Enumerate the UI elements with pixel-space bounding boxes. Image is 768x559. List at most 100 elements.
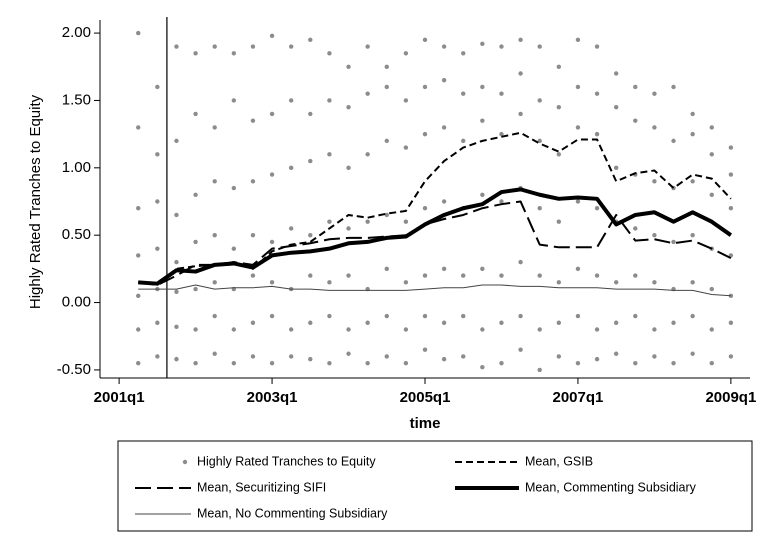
data-point <box>136 30 141 36</box>
data-point <box>652 125 657 130</box>
data-point <box>422 347 428 352</box>
data-point <box>518 347 523 352</box>
data-point <box>384 138 389 144</box>
data-point <box>308 232 313 238</box>
data-point <box>441 266 447 272</box>
data-point <box>728 293 734 299</box>
data-point <box>136 293 141 299</box>
data-point <box>327 152 332 157</box>
legend-label: Mean, No Commenting Subsidiary <box>197 506 388 520</box>
data-point <box>594 206 600 211</box>
data-point <box>212 313 217 319</box>
data-point <box>575 199 581 204</box>
data-point <box>136 360 141 366</box>
data-point <box>441 199 447 204</box>
data-point <box>403 280 409 285</box>
data-point <box>250 273 256 278</box>
data-point <box>480 84 485 90</box>
data-point <box>499 44 504 49</box>
data-point <box>193 192 198 197</box>
data-point <box>155 246 160 251</box>
data-point <box>422 37 428 43</box>
data-point <box>537 273 542 278</box>
data-point <box>690 232 695 238</box>
data-point <box>690 111 695 117</box>
data-point <box>155 354 160 359</box>
data-point <box>422 313 428 319</box>
y-tick-label: -0.50 <box>57 361 91 378</box>
data-point <box>308 37 313 43</box>
data-point <box>575 360 581 366</box>
data-point <box>327 360 332 366</box>
data-point <box>441 125 447 130</box>
data-point <box>518 313 523 319</box>
data-point <box>403 360 409 366</box>
data-point <box>174 44 179 49</box>
data-point <box>365 320 370 325</box>
data-point <box>537 367 542 373</box>
data-point <box>327 280 332 285</box>
data-point <box>403 98 409 103</box>
data-point <box>594 356 600 362</box>
data-point <box>499 199 504 204</box>
data-point <box>174 356 179 362</box>
data-point <box>403 327 409 332</box>
data-point <box>499 360 504 366</box>
data-point <box>575 125 581 130</box>
data-point <box>499 131 504 137</box>
data-point <box>633 84 638 90</box>
data-point <box>136 206 141 211</box>
data-point <box>556 219 562 224</box>
data-point <box>403 51 409 56</box>
data-point <box>155 199 160 204</box>
data-point <box>269 111 275 117</box>
data-point <box>709 152 714 157</box>
data-point <box>365 219 370 224</box>
data-point <box>556 64 562 69</box>
y-axis-label: Highly Rated Tranches to Equity <box>27 94 44 309</box>
data-point <box>327 98 332 103</box>
legend-label: Mean, GSIB <box>525 454 593 468</box>
data-point <box>346 351 351 356</box>
data-point <box>193 111 198 117</box>
legend-label: Mean, Securitizing SIFI <box>197 480 326 494</box>
x-tick-label: 2009q1 <box>705 389 756 406</box>
data-point <box>365 44 370 49</box>
data-point <box>728 354 734 359</box>
data-point <box>308 158 313 164</box>
data-point <box>288 327 294 332</box>
data-point <box>499 320 504 325</box>
data-point <box>728 145 734 150</box>
data-point <box>518 111 523 117</box>
data-point <box>633 360 638 366</box>
data-point <box>136 327 141 332</box>
data-point <box>537 206 542 211</box>
data-point <box>269 239 275 245</box>
data-point <box>575 84 581 90</box>
data-point <box>556 320 562 325</box>
y-tick-label: 1.00 <box>62 159 91 176</box>
data-point <box>327 51 332 56</box>
data-point <box>556 354 562 359</box>
data-point <box>365 152 370 157</box>
data-point <box>212 179 217 184</box>
data-point <box>212 232 217 238</box>
data-point <box>518 71 523 76</box>
legend-label: Mean, Commenting Subsidiary <box>525 480 697 494</box>
data-point <box>231 360 237 366</box>
data-point <box>690 351 695 356</box>
data-point <box>709 360 714 366</box>
data-point <box>288 165 294 171</box>
data-point <box>193 360 198 366</box>
data-point <box>441 44 447 49</box>
data-point <box>308 111 313 117</box>
data-point <box>308 356 313 362</box>
data-point <box>499 273 504 278</box>
data-point <box>690 179 695 184</box>
data-point <box>422 273 428 278</box>
x-tick-label: 2005q1 <box>400 389 451 406</box>
data-point <box>537 327 542 332</box>
data-point <box>652 327 657 332</box>
y-tick-label: 0.50 <box>62 226 91 243</box>
